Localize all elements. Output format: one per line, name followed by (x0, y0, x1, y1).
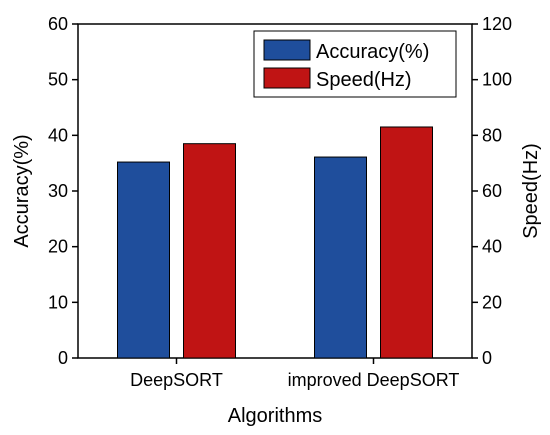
left-tick-label: 60 (48, 14, 68, 34)
right-tick-label: 40 (482, 237, 502, 257)
right-tick-label: 60 (482, 181, 502, 201)
right-tick-label: 20 (482, 292, 502, 312)
right-tick-label: 120 (482, 14, 512, 34)
bars (117, 126, 433, 359)
x-tick-label: improved DeepSORT (288, 370, 460, 390)
legend-swatch-speed (263, 67, 311, 89)
left-axis-title: Accuracy(%) (11, 134, 33, 247)
right-tick-label: 0 (482, 348, 492, 368)
bar-accuracy-1 (314, 156, 367, 359)
bar-accuracy-0 (117, 161, 170, 359)
x-tick-label: DeepSORT (130, 370, 223, 390)
legend: Accuracy(%) Speed(Hz) (253, 30, 457, 98)
x-axis-title: Algorithms (228, 405, 322, 427)
left-tick-label: 40 (48, 125, 68, 145)
right-axis-ticks: 0 20 40 60 80 100 120 (472, 14, 512, 368)
legend-swatch-accuracy (263, 39, 311, 61)
right-tick-label: 80 (482, 125, 502, 145)
left-tick-label: 50 (48, 70, 68, 90)
right-tick-label: 100 (482, 70, 512, 90)
right-axis-title: Speed(Hz) (520, 143, 542, 239)
x-axis-ticks: DeepSORT improved DeepSORT (130, 358, 459, 390)
left-tick-label: 20 (48, 237, 68, 257)
left-tick-label: 30 (48, 181, 68, 201)
legend-label-accuracy: Accuracy(%) (316, 41, 429, 63)
left-tick-label: 0 (58, 348, 68, 368)
bar-speed-0 (183, 143, 236, 359)
bar-speed-1 (380, 126, 433, 359)
legend-label-speed: Speed(Hz) (316, 69, 412, 91)
left-axis-ticks: 0 10 20 30 40 50 60 (48, 14, 78, 368)
left-tick-label: 10 (48, 292, 68, 312)
